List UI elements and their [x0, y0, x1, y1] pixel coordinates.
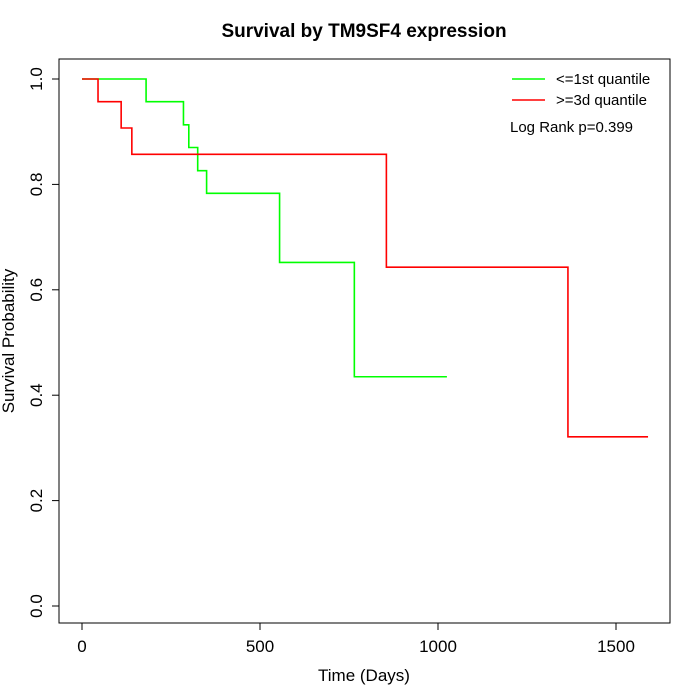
- x-axis-label: Time (Days): [318, 666, 410, 685]
- x-tick-label: 1000: [419, 637, 457, 656]
- x-tick-label: 500: [246, 637, 274, 656]
- y-tick-label: 0.2: [27, 489, 46, 513]
- y-tick-label: 0.4: [27, 383, 46, 407]
- y-tick-label: 1.0: [27, 67, 46, 91]
- series-line-0: [82, 78, 447, 378]
- logrank-annotation: Log Rank p=0.399: [510, 119, 633, 136]
- chart-title: Survival by TM9SF4 expression: [221, 21, 506, 42]
- plot-frame: [58, 58, 671, 624]
- legend: <=1st quantile >=3d quantile: [512, 71, 650, 109]
- x-axis: 0 500 1000 1500: [77, 622, 635, 656]
- legend-label-low: <=1st quantile: [556, 71, 650, 88]
- y-tick-label: 0.0: [27, 594, 46, 618]
- legend-label-high: >=3d quantile: [556, 92, 647, 109]
- y-axis: 0.0 0.2 0.4 0.6 0.8 1.0: [27, 67, 60, 618]
- y-tick-label: 0.8: [27, 173, 46, 197]
- x-tick-label: 0: [77, 637, 86, 656]
- x-tick-label: 1500: [597, 637, 635, 656]
- y-axis-label: Survival Probability: [0, 268, 18, 413]
- series-line-1: [82, 78, 649, 438]
- series-layer: [82, 78, 649, 438]
- y-tick-label: 0.6: [27, 278, 46, 302]
